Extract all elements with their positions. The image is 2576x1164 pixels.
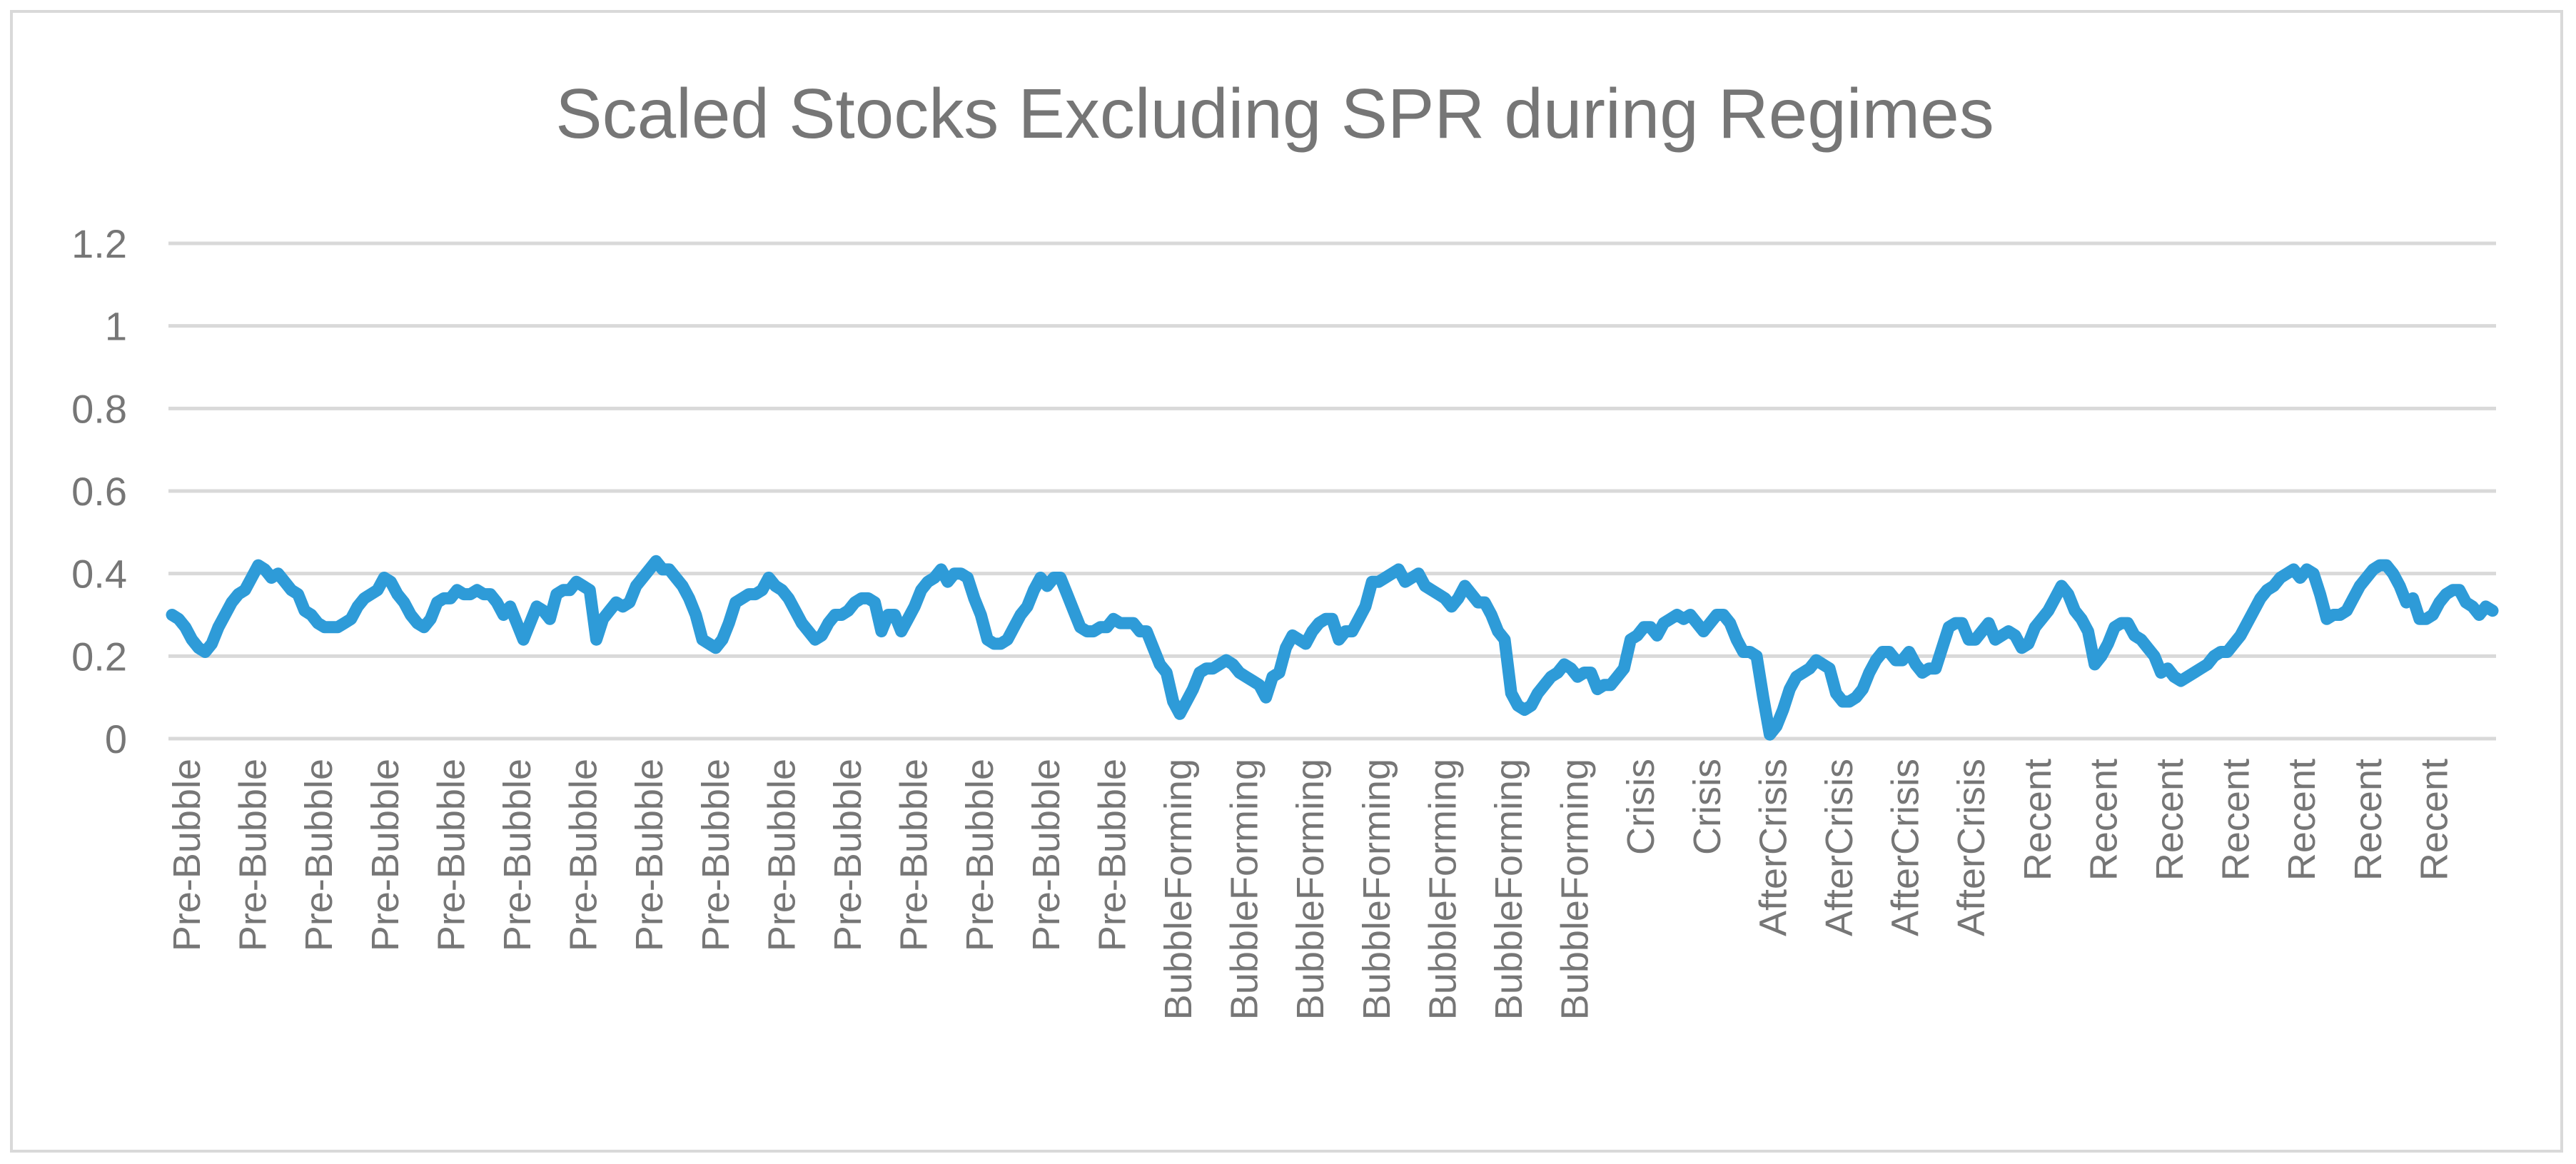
x-tick-label: Pre-Bubble — [166, 759, 208, 951]
x-tick-label: Recent — [2016, 759, 2059, 881]
x-tick-label: Pre-Bubble — [760, 759, 803, 951]
gridlines — [168, 241, 2496, 741]
x-tick-label: Pre-Bubble — [430, 759, 473, 951]
x-tick-label: Pre-Bubble — [364, 759, 407, 951]
chart-area: Scaled Stocks Excluding SPR during Regim… — [10, 10, 2563, 1153]
x-tick-label: BubbleForming — [1421, 759, 1464, 1020]
x-tick-label: AfterCrisis — [1884, 759, 1927, 936]
x-tick-label: Recent — [2215, 759, 2258, 881]
x-tick-label: Pre-Bubble — [232, 759, 275, 951]
x-tick-label: Recent — [2082, 759, 2125, 881]
chart-title: Scaled Stocks Excluding SPR during Regim… — [555, 74, 1994, 153]
x-axis-ticks: Pre-Bubble Pre-Bubble Pre-Bubble Pre-Bubble… — [166, 759, 2455, 1020]
y-axis-ticks: 0 0.2 0.4 0.6 0.8 1 1.2 — [71, 221, 127, 761]
chart-svg: Scaled Stocks Excluding SPR during Regim… — [71, 74, 2499, 1020]
x-tick-label: Pre-Bubble — [496, 759, 539, 951]
x-tick-label: AfterCrisis — [1752, 759, 1794, 936]
x-tick-label: BubbleForming — [1289, 759, 1332, 1020]
x-tick-label: AfterCrisis — [1818, 759, 1861, 936]
y-tick-label: 1.2 — [71, 221, 127, 266]
x-tick-label: BubbleForming — [1157, 759, 1200, 1020]
y-tick-label: 0.6 — [71, 469, 127, 514]
x-tick-label: Pre-Bubble — [893, 759, 936, 951]
x-tick-label: Recent — [2347, 759, 2390, 881]
x-tick-label: Recent — [2413, 759, 2455, 881]
y-tick-label: 1 — [105, 304, 127, 349]
x-tick-label: Recent — [2280, 759, 2323, 881]
x-tick-label: Pre-Bubble — [628, 759, 671, 951]
y-tick-label: 0.2 — [71, 634, 127, 679]
y-tick-label: 0.4 — [71, 552, 127, 597]
series-layer — [166, 555, 2499, 741]
x-tick-label: Pre-Bubble — [827, 759, 869, 951]
y-tick-label: 0 — [105, 717, 127, 761]
x-tick-label: BubbleForming — [1223, 759, 1266, 1020]
x-tick-label: Pre-Bubble — [959, 759, 1001, 951]
x-tick-label: Recent — [2148, 759, 2191, 881]
y-tick-label: 0.8 — [71, 386, 127, 431]
x-tick-label: AfterCrisis — [1950, 759, 1993, 936]
x-tick-label: BubbleForming — [1554, 759, 1597, 1020]
x-tick-label: Crisis — [1686, 759, 1729, 855]
x-tick-label: Pre-Bubble — [298, 759, 340, 951]
x-tick-label: Pre-Bubble — [694, 759, 737, 951]
x-tick-label: Crisis — [1620, 759, 1662, 855]
x-tick-label: Pre-Bubble — [1091, 759, 1133, 951]
x-tick-label: Pre-Bubble — [562, 759, 605, 951]
x-tick-label: BubbleForming — [1487, 759, 1530, 1020]
x-tick-label: BubbleForming — [1355, 759, 1398, 1020]
series-line — [166, 555, 2499, 741]
x-tick-label: Pre-Bubble — [1025, 759, 1068, 951]
